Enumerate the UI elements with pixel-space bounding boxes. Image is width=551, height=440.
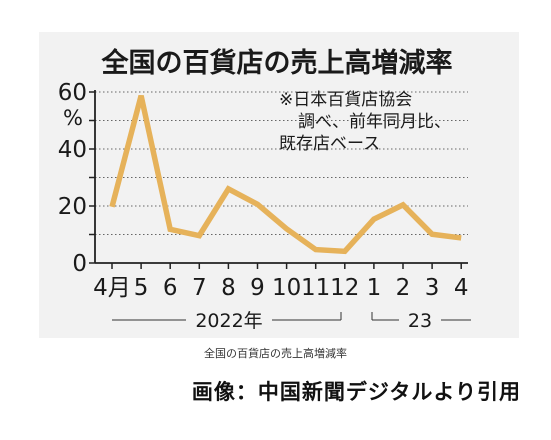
x-tick-label: 4月 [93, 275, 131, 301]
image-credit: 画像：中国新聞デジタルより引用 [191, 380, 521, 404]
note-line-3: 既存店ベース [279, 134, 380, 154]
x-tick-label: 10 [272, 275, 301, 301]
x-tick-label: 5 [134, 275, 149, 301]
grid-lines [89, 90, 468, 269]
x-tick-label: 1 [367, 275, 382, 301]
period-label-2022: 2022年 [195, 310, 262, 332]
x-tick-label: 12 [330, 275, 359, 301]
x-tick-label: 6 [163, 275, 178, 301]
chart-title: 全国の百貨店の売上高増減率 [101, 47, 453, 79]
y-tick-label: 60 [58, 80, 87, 106]
x-tick-label: 2 [396, 275, 411, 301]
x-tick-label: 7 [192, 275, 207, 301]
note-line-1: ※日本百貨店協会 [279, 90, 412, 110]
y-tick-label: 40 [58, 137, 87, 163]
y-tick-labels: 0 20 40 60 [58, 80, 87, 277]
y-tick-label: 0 [72, 251, 87, 277]
x-tick-label: 3 [425, 275, 440, 301]
period-brackets [112, 312, 471, 321]
series-layer [109, 95, 462, 255]
y-axis-unit: % [63, 106, 83, 130]
source-note: ※日本百貨店協会 調べ、前年同月比、 既存店ベース [279, 90, 451, 154]
note-line-2: 調べ、前年同月比、 [298, 112, 451, 132]
chart-caption: 全国の百貨店の売上高増減率 [204, 347, 347, 360]
x-tick-label: 11 [301, 275, 330, 301]
x-tick-label: 8 [221, 275, 236, 301]
period-label-23: 23 [408, 310, 432, 332]
x-tick-label: 4 [454, 275, 469, 301]
x-tick-labels: 4月 5 6 7 8 9 10 11 12 1 2 3 4 [93, 275, 468, 301]
chart: 全国の百貨店の売上高増減率 0 20 40 60 % ※日本百貨店協会 調べ、前年同月… [58, 47, 471, 332]
x-tick-label: 9 [250, 275, 265, 301]
y-tick-label: 20 [58, 194, 87, 220]
